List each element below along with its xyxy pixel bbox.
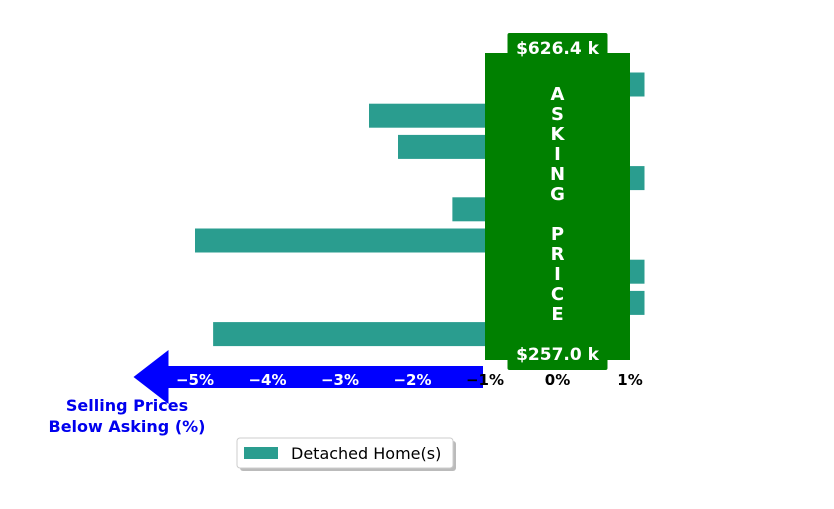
below-asking-arrow-layer: [133, 350, 483, 404]
x-tick-label-6: 0%: [545, 371, 570, 389]
vertical-letter-3: K: [551, 124, 566, 145]
vertical-letter-5: N: [550, 164, 565, 185]
vertical-letter-9: R: [551, 244, 565, 265]
x-axis-label-line-2: Below Asking (%): [49, 417, 206, 436]
bottom-price-label: $257.0 k: [516, 345, 600, 365]
vertical-letter-8: P: [551, 224, 564, 245]
vertical-letter-6: G: [550, 184, 565, 205]
below-asking-arrow: [133, 350, 483, 404]
x-tick-label-5: −1%: [466, 371, 504, 389]
asking-price-band: [485, 53, 630, 360]
x-axis-ticks: −5% −4% −3% −2% −1% 0% 1%: [176, 371, 643, 389]
x-tick-label-7: 1%: [617, 371, 642, 389]
x-tick-label-1: −5%: [176, 371, 214, 389]
x-tick-label-2: −4%: [248, 371, 286, 389]
x-tick-label-3: −3%: [321, 371, 359, 389]
x-axis-label-line-1: Selling Prices: [66, 396, 188, 415]
vertical-letter-11: C: [551, 284, 564, 305]
vertical-letter-2: S: [551, 104, 564, 125]
vertical-letter-1: A: [551, 84, 565, 105]
vertical-letter-12: E: [551, 304, 563, 325]
legend-swatch: [244, 447, 278, 459]
vertical-letter-10: I: [554, 264, 561, 285]
bottom-price-tab: [507, 340, 608, 370]
top-price-label: $626.4 k: [516, 39, 600, 59]
legend: Detached Home(s): [236, 437, 456, 471]
legend-label: Detached Home(s): [291, 444, 441, 463]
top-price-tab: [507, 33, 608, 63]
legend-box: [236, 437, 454, 469]
x-tick-label-4: −2%: [393, 371, 431, 389]
vertical-letter-4: I: [554, 144, 561, 165]
